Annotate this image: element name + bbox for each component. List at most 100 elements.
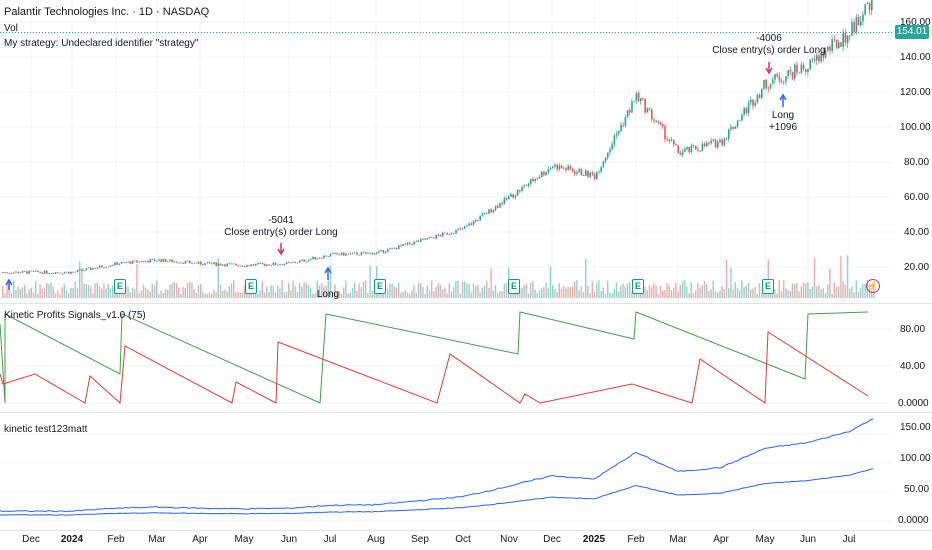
indicator-2-legend[interactable]: kinetic test123matt — [4, 424, 88, 435]
volume-bar — [406, 292, 409, 298]
volume-bar — [622, 283, 624, 298]
volume-bar — [274, 292, 277, 298]
volume-bar — [169, 284, 171, 298]
kinetic-signals-pane[interactable]: Kinetic Profits Signals_v1.0 (75) 80.00 … — [0, 304, 932, 412]
candle-body — [838, 42, 840, 49]
candle-body — [294, 262, 297, 263]
candle-body — [857, 17, 860, 26]
price-axis-label: 40.00 — [904, 227, 930, 238]
candle-body — [369, 252, 371, 254]
volume-bar — [345, 280, 347, 298]
volume-bar — [237, 291, 239, 298]
kinetic-test-pane[interactable]: kinetic test123matt 150.00 100.00 50.00 … — [0, 413, 932, 530]
volume-bar — [63, 283, 65, 298]
candle-body — [501, 203, 503, 205]
volume-bar — [499, 291, 501, 298]
main-price-pane[interactable]: Palantir Technologies Inc. · 1D · NASDAQ… — [0, 0, 932, 303]
candle-body — [609, 149, 611, 153]
volume-bar — [208, 292, 211, 298]
volume-bar — [598, 280, 600, 298]
volume-bar — [752, 288, 754, 298]
candle-body — [318, 257, 321, 259]
candle-body — [230, 263, 233, 265]
candle-body — [809, 59, 811, 70]
candle-body — [741, 114, 743, 121]
volume-bar — [741, 280, 743, 298]
earnings-marker[interactable]: E — [508, 279, 520, 294]
candle-body — [109, 265, 112, 267]
candle-body — [208, 262, 211, 264]
volume-bar — [312, 293, 314, 298]
long-entry-annotation-2: Long +1096 — [769, 110, 797, 134]
volume-bar — [250, 291, 252, 298]
candle-body — [303, 259, 305, 262]
volume-bar — [334, 284, 336, 298]
volume-bar — [620, 285, 622, 298]
candle-body — [105, 266, 107, 268]
strategy-legend[interactable]: My strategy: Undeclared identifier "stra… — [4, 38, 199, 49]
earnings-marker[interactable]: E — [114, 279, 126, 294]
volume-bar — [549, 266, 552, 298]
candle-body — [85, 268, 88, 271]
volume-bar — [536, 293, 538, 298]
volume-bar — [268, 292, 270, 298]
volume-bar — [92, 293, 94, 298]
volume-bar — [343, 287, 345, 298]
volume-bar — [290, 290, 292, 298]
volume-bar — [486, 281, 488, 298]
candle-body — [754, 102, 756, 106]
volume-bar — [714, 291, 717, 298]
candle-body — [670, 139, 673, 141]
volume-bar — [556, 291, 558, 298]
indicator-1-legend[interactable]: Kinetic Profits Signals_v1.0 (75) — [4, 310, 146, 321]
candle-body — [151, 259, 154, 261]
candle-body — [15, 271, 17, 273]
candle-body — [415, 241, 418, 242]
candle-body — [708, 142, 710, 144]
earnings-marker[interactable]: E — [245, 279, 257, 294]
volume-bar — [681, 280, 684, 298]
volume-bar — [688, 293, 690, 298]
volume-bar — [547, 288, 549, 298]
candle-body — [798, 72, 800, 74]
volume-bar — [292, 280, 294, 298]
candle-body — [653, 119, 655, 121]
volume-bar — [310, 288, 312, 298]
candle-body — [761, 89, 763, 98]
candle-body — [849, 35, 851, 37]
candle-body — [235, 263, 237, 266]
candle-body — [156, 260, 158, 262]
candle-body — [640, 98, 642, 101]
volume-bar — [675, 282, 677, 298]
candle-body — [288, 262, 290, 263]
candle-body — [116, 262, 118, 265]
candle-body — [52, 273, 55, 274]
candle-body — [679, 153, 682, 156]
pane-divider[interactable] — [0, 412, 932, 413]
candle-body — [310, 259, 312, 260]
volume-bar — [530, 282, 532, 298]
lightning-icon[interactable]: ⚡ — [866, 279, 880, 293]
candle-body — [213, 262, 215, 264]
candle-body — [552, 166, 554, 169]
volume-bar — [512, 290, 514, 298]
volume-bar — [574, 281, 576, 298]
pane-divider[interactable] — [0, 303, 932, 304]
candle-body — [123, 262, 125, 263]
candle-body — [512, 193, 514, 198]
volume-bar — [758, 283, 761, 298]
earnings-marker[interactable]: E — [632, 279, 644, 294]
candle-body — [743, 108, 745, 115]
earnings-marker[interactable]: E — [374, 279, 386, 294]
candle-body — [772, 79, 774, 84]
volume-bar — [46, 282, 48, 298]
candle-body — [596, 172, 598, 179]
volume-bar — [780, 291, 783, 298]
earnings-marker[interactable]: E — [762, 279, 774, 294]
volume-bar — [32, 292, 35, 298]
volume-legend[interactable]: Vol — [4, 23, 18, 34]
symbol-title[interactable]: Palantir Technologies Inc. · 1D · NASDAQ — [4, 6, 210, 18]
candle-body — [523, 185, 525, 187]
candle-body — [263, 263, 266, 266]
volume-bar — [167, 289, 169, 298]
